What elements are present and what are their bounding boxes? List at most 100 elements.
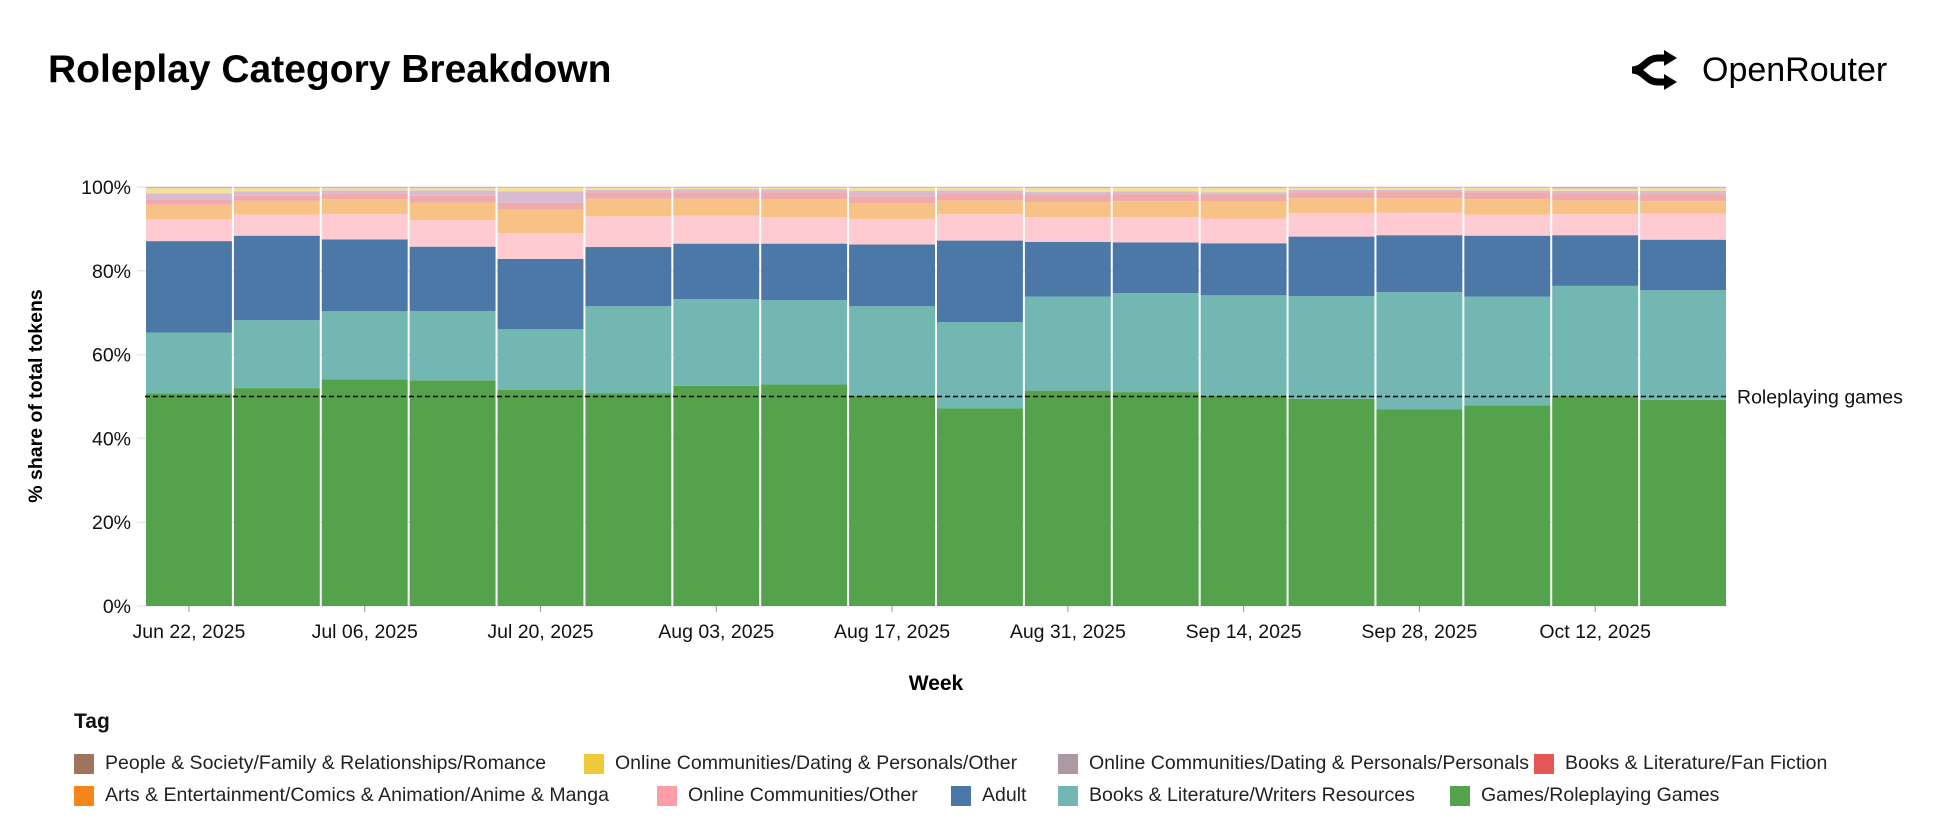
x-tick-label: Aug 31, 2025 (1010, 621, 1126, 643)
x-tick-label: Jun 22, 2025 (133, 621, 246, 643)
bar-segment (497, 187, 584, 192)
bar-segment (1288, 236, 1375, 297)
legend-item[interactable]: People & Society/Family & Relationships/… (74, 752, 546, 775)
bar-segment (1464, 187, 1551, 191)
bar-segment (1464, 192, 1551, 200)
bar-segment (497, 187, 584, 188)
bar-segment (497, 191, 584, 203)
bar-segment (585, 306, 672, 394)
bar-segment (937, 187, 1023, 188)
bar-segment (497, 390, 584, 606)
bar-segment (1112, 242, 1199, 294)
legend-label: Online Communities/Other (688, 784, 918, 806)
legend-item[interactable]: Books & Literature/Writers Resources (1058, 784, 1415, 807)
bar-segment (146, 187, 232, 189)
bar-segment (1640, 188, 1726, 191)
bar-segment (1376, 212, 1463, 236)
bar-segment (673, 198, 760, 216)
bar-segment (1640, 239, 1726, 291)
x-tick-label: Jul 06, 2025 (312, 621, 418, 643)
bar-segment (937, 200, 1023, 215)
bar-segment (321, 188, 408, 191)
bar-segment (585, 189, 672, 193)
bar-segment (321, 379, 408, 606)
bar-segment (409, 380, 496, 606)
legend-item[interactable]: Online Communities/Dating & Personals/Ot… (584, 752, 1017, 775)
legend-label: Arts & Entertainment/Comics & Animation/… (105, 784, 609, 806)
legend-item[interactable]: Adult (951, 784, 1026, 807)
legend-swatch (74, 785, 94, 806)
y-axis-label: % share of total tokens (25, 289, 47, 503)
bar-segment (146, 241, 232, 333)
legend-item[interactable]: Arts & Entertainment/Comics & Animation/… (74, 784, 609, 807)
bar-segment (1024, 390, 1111, 606)
bar-segment (585, 187, 672, 190)
bar-segment (1200, 201, 1287, 219)
bar-segment (1024, 202, 1111, 218)
bar-segment (1112, 187, 1199, 188)
legend-item[interactable]: Books & Literature/Fan Fiction (1534, 752, 1827, 775)
y-tick-label: 20% (92, 512, 131, 534)
bar-segment (761, 300, 848, 385)
bar-segment (146, 199, 232, 205)
bar-segment (849, 244, 935, 307)
bar-segment (1024, 217, 1111, 242)
bar-segment (937, 408, 1023, 606)
legend-swatch (1058, 785, 1078, 806)
bar-segment (146, 193, 232, 200)
bar-segment (849, 395, 935, 606)
bar-segment (673, 385, 760, 606)
bar-segment (146, 332, 232, 394)
legend-label: Games/Roleplaying Games (1481, 784, 1720, 806)
bar-segment (146, 188, 232, 194)
bar-segment (1376, 187, 1463, 188)
bar-segment (761, 199, 848, 218)
legend-item[interactable]: Games/Roleplaying Games (1450, 784, 1719, 807)
bar-segment (233, 191, 320, 196)
bar-segment (1464, 235, 1551, 297)
stacked-bar-chart: 0% 20% 40% 60% 80% 100% Jun 22, 2025 Jul 06, 20… (25, 177, 1903, 695)
bar-segment (1288, 198, 1375, 214)
bar-segment (1200, 188, 1287, 193)
bar-segment (1640, 290, 1726, 400)
legend-item[interactable]: Online Communities/Dating & Personals/Pe… (1058, 752, 1529, 775)
bar-segment (761, 217, 848, 244)
legend-item[interactable]: Online Communities/Other (657, 784, 918, 807)
bar-segment (497, 258, 584, 330)
bar-segment (1464, 187, 1551, 188)
bar-segment (1464, 199, 1551, 215)
bar-segment (1640, 190, 1726, 195)
bar-segment (321, 190, 408, 194)
bar-segment (1376, 192, 1463, 199)
legend-label: Online Communities/Dating & Personals/Pe… (1089, 752, 1530, 774)
bar-segment (1552, 188, 1639, 191)
bar-segment (497, 233, 584, 259)
bar-segment (1552, 396, 1639, 606)
legend-swatch (1450, 785, 1470, 806)
bar-segment (233, 214, 320, 236)
bar-segment (1288, 296, 1375, 399)
bar-segment (673, 187, 760, 188)
bar-segment (321, 193, 408, 200)
bar-segment (146, 393, 232, 606)
y-tick-label: 40% (92, 428, 131, 450)
x-tick-label: Sep 14, 2025 (1186, 621, 1302, 643)
bar-segment (1288, 189, 1375, 193)
legend-swatch (951, 785, 971, 806)
bar-segment (1288, 187, 1375, 188)
bar-segment (1376, 235, 1463, 293)
bar-segment (1552, 235, 1639, 286)
x-tick-label: Aug 17, 2025 (834, 621, 950, 643)
legend-label: Adult (982, 784, 1027, 806)
bar-segment (849, 306, 935, 396)
bar-segment (1552, 193, 1639, 201)
bar-segment (233, 195, 320, 201)
bar-segment (673, 215, 760, 244)
bar-segment (1024, 188, 1111, 193)
bar-segment (1112, 217, 1199, 243)
bar-segment (321, 199, 408, 215)
bar-segment (233, 187, 320, 189)
legend-swatch (584, 753, 604, 774)
bar-segment (233, 235, 320, 321)
